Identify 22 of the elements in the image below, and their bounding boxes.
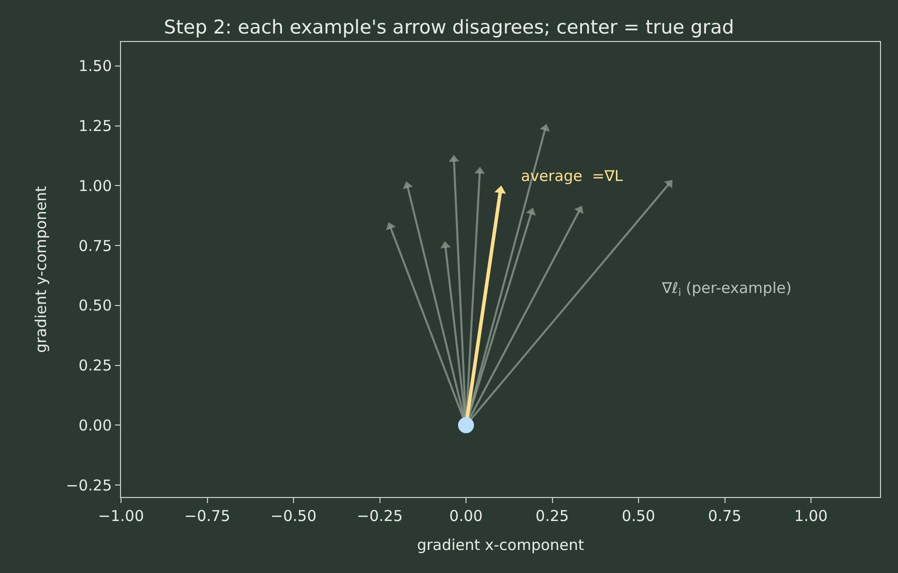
y-tick-label: 0.25	[78, 356, 112, 375]
y-tick-label: −0.25	[66, 476, 112, 494]
annotation: ∇ℓ$_{i}$ (per-example)	[661, 279, 792, 300]
x-tick-label: 0.50	[622, 507, 656, 526]
x-tick-label: 0.25	[536, 507, 569, 526]
y-tick-label: 0.00	[78, 416, 112, 434]
y-tick-label: 1.50	[78, 57, 112, 76]
x-tick-label: −1.00	[98, 507, 144, 526]
y-tick-label: 1.00	[78, 176, 112, 195]
y-tick-label: 0.50	[78, 296, 112, 315]
x-tick-label: −0.75	[184, 507, 230, 526]
x-tick-label: −0.50	[270, 507, 316, 526]
y-axis-title: gradient y-component	[32, 186, 50, 353]
x-tick-label: 0.00	[449, 507, 483, 526]
x-tick-label: −0.25	[356, 507, 403, 526]
chart-title: Step 2: each example's arrow disagrees; center = true grad	[164, 16, 734, 38]
annotation: average =∇L	[521, 167, 624, 185]
x-tick-label: 0.75	[708, 507, 742, 526]
x-tick-label: 1.00	[794, 507, 828, 526]
x-axis-title: gradient x-component	[416, 536, 584, 554]
y-tick-label: 0.75	[78, 236, 112, 255]
y-tick-label: 1.25	[78, 117, 112, 136]
